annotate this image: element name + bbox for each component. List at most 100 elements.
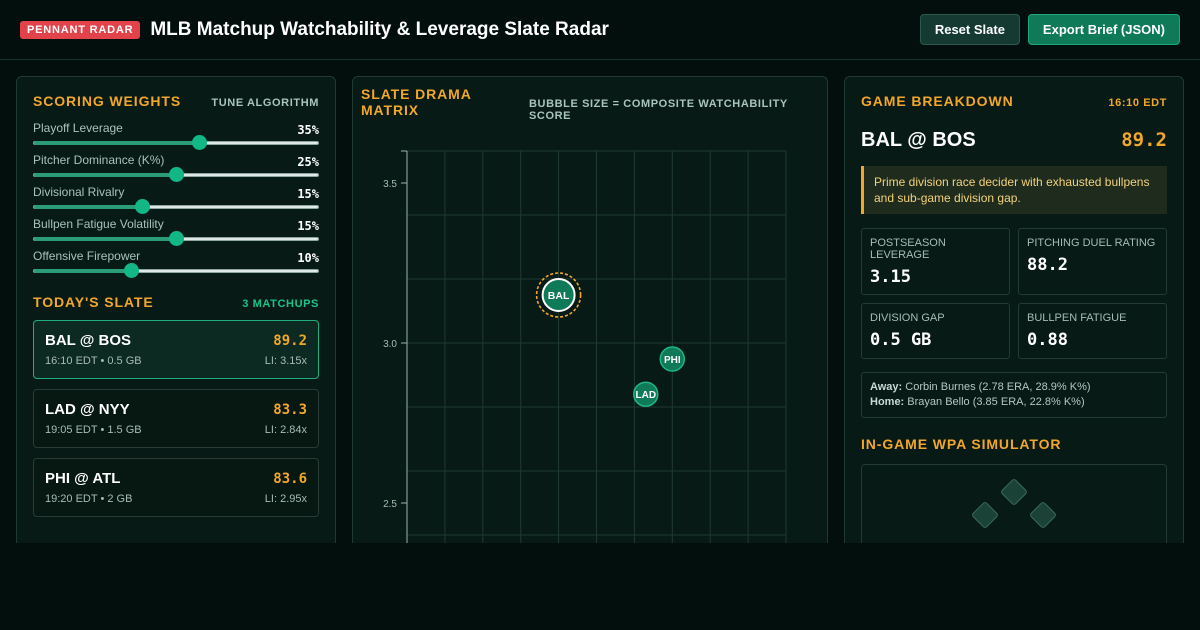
card-score: 89.2 <box>273 333 307 349</box>
weight-value: 15% <box>297 187 319 201</box>
wpa-simulator <box>861 464 1167 546</box>
second-base-toggle[interactable] <box>999 477 1029 507</box>
weight-slider-row: Pitcher Dominance (K%) 25% <box>33 153 319 182</box>
bubble-bal <box>541 278 576 312</box>
weight-value: 25% <box>297 155 319 169</box>
away-pitcher: Away: Corbin Burnes (2.78 ERA, 28.9% K%) <box>870 381 1091 393</box>
weight-slider-fill <box>34 269 131 273</box>
right-panel: GAME BREAKDOWN 16:10 EDT BAL @ BOS 89.2 … <box>844 76 1184 546</box>
header-actions: Reset Slate Export Brief (JSON) <box>919 14 1180 45</box>
wpa-title: IN-GAME WPA SIMULATOR <box>861 436 1062 452</box>
card-score: 83.3 <box>273 402 307 418</box>
breakdown-header: GAME BREAKDOWN 16:10 EDT <box>861 93 1167 109</box>
weight-label: Playoff Leverage <box>33 121 123 135</box>
first-base-toggle[interactable] <box>1028 500 1058 530</box>
matrix-subtitle: BUBBLE SIZE = COMPOSITE WATCHABILITY SCO… <box>529 98 788 122</box>
weight-slider-track[interactable] <box>33 263 319 278</box>
matchup-count: 3 MATCHUPS <box>242 298 319 310</box>
pitchers-box: Away: Corbin Burnes (2.78 ERA, 28.9% K%)… <box>861 372 1167 418</box>
stat-card: DIVISION GAP 0.5 GB <box>861 303 1010 359</box>
weight-slider-fill <box>34 237 176 241</box>
stat-value: 0.88 <box>1027 330 1068 350</box>
stat-card: BULLPEN FATIGUE 0.88 <box>1018 303 1167 359</box>
weights-title: SCORING WEIGHTS <box>33 93 182 109</box>
drama-matrix-chart: 3.5 3.0 2.5 BAL PHI LAD <box>383 150 787 546</box>
weights-header: SCORING WEIGHTS TUNE ALGORITHM <box>33 93 319 109</box>
matrix-header: SLATE DRAMA MATRIX BUBBLE SIZE = COMPOSI… <box>361 86 821 122</box>
weight-slider-row: Playoff Leverage 35% <box>33 121 319 150</box>
weight-slider-thumb[interactable] <box>134 199 150 214</box>
stat-label: PITCHING DUEL RATING <box>1027 237 1156 249</box>
bubble-label: BAL <box>548 290 570 302</box>
slate-card[interactable]: BAL @ BOS 89.2 16:10 EDT • 0.5 GB LI: 3.15x <box>33 320 319 379</box>
stat-label: BULLPEN FATIGUE <box>1027 312 1127 324</box>
third-base-toggle[interactable] <box>970 500 1000 530</box>
weight-slider-thumb[interactable] <box>123 263 139 278</box>
card-leverage: LI: 2.95x <box>264 493 307 505</box>
stat-card: POSTSEASON LEVERAGE 3.15 <box>861 228 1010 295</box>
weight-slider-row: Offensive Firepower 10% <box>33 249 319 278</box>
weight-slider-fill <box>34 141 199 145</box>
breakdown-teams: BAL @ BOS <box>861 129 976 151</box>
weight-slider-thumb[interactable] <box>191 135 207 150</box>
weight-slider-thumb[interactable] <box>169 167 184 182</box>
weight-slider-track[interactable] <box>33 231 319 246</box>
export-brief-button[interactable]: Export Brief (JSON) <box>1027 14 1180 45</box>
bubble-label: LAD <box>635 390 656 401</box>
app-title: MLB Matchup Watchability & Leverage Slat… <box>150 18 609 40</box>
stat-label: POSTSEASON LEVERAGE <box>870 237 946 261</box>
weights-list: Playoff Leverage 35% Pitcher Dominance (K%… <box>33 121 319 278</box>
matrix-title: SLATE DRAMA MATRIX <box>361 86 472 118</box>
card-teams: PHI @ ATL <box>45 470 121 487</box>
stat-grid: POSTSEASON LEVERAGE 3.15 PITCHING DUEL RAT… <box>861 228 1167 359</box>
stat-value: 0.5 GB <box>870 330 932 350</box>
weight-slider-row: Bullpen Fatigue Volatility 15% <box>33 217 319 246</box>
weight-slider-track[interactable] <box>33 135 319 150</box>
card-score: 83.6 <box>273 471 307 487</box>
y-tick-label: 3.5 <box>383 179 397 190</box>
card-meta: 19:05 EDT • 1.5 GB <box>45 424 142 436</box>
weight-slider-fill <box>34 205 142 209</box>
brand-badge: PENNANT RADAR <box>20 20 141 39</box>
bubble-phi <box>659 346 686 372</box>
slate-title: TODAY'S SLATE <box>33 294 154 310</box>
weight-value: 35% <box>297 123 319 137</box>
top-bar: PENNANT RADAR MLB Matchup Watchability &… <box>0 0 1200 60</box>
weight-label: Divisional Rivalry <box>33 185 125 199</box>
weight-label: Offensive Firepower <box>33 249 141 263</box>
card-leverage: LI: 3.15x <box>264 355 307 367</box>
breakdown-score: 89.2 <box>1121 129 1167 151</box>
slate-header: TODAY'S SLATE 3 MATCHUPS <box>33 294 319 310</box>
bubble-lad <box>633 381 659 407</box>
weight-label: Bullpen Fatigue Volatility <box>33 217 164 231</box>
weight-slider-track[interactable] <box>33 167 319 182</box>
card-meta: 16:10 EDT • 0.5 GB <box>45 355 142 367</box>
weight-slider-row: Divisional Rivalry 15% <box>33 185 319 214</box>
weight-slider-thumb[interactable] <box>169 231 184 246</box>
card-meta: 19:20 EDT • 2 GB <box>45 493 133 505</box>
tune-algorithm-link[interactable]: TUNE ALGORITHM <box>211 97 319 109</box>
weight-label: Pitcher Dominance (K%) <box>33 153 165 167</box>
wpa-header: IN-GAME WPA SIMULATOR <box>861 436 1167 452</box>
stat-value: 88.2 <box>1027 255 1068 275</box>
home-pitcher: Home: Brayan Bello (3.85 ERA, 22.8% K%) <box>870 396 1085 408</box>
breakdown-matchup: BAL @ BOS 89.2 <box>861 129 1167 152</box>
weight-value: 15% <box>297 219 319 233</box>
card-leverage: LI: 2.84x <box>264 424 307 436</box>
y-tick-label: 2.5 <box>383 499 397 510</box>
stat-card: PITCHING DUEL RATING 88.2 <box>1018 228 1167 295</box>
reset-slate-button[interactable]: Reset Slate <box>919 14 1020 45</box>
slate-card[interactable]: LAD @ NYY 83.3 19:05 EDT • 1.5 GB LI: 2.84x <box>33 389 319 448</box>
slate-list: BAL @ BOS 89.2 16:10 EDT • 0.5 GB LI: 3.15x… <box>33 320 319 517</box>
matrix-panel: SLATE DRAMA MATRIX BUBBLE SIZE = COMPOSI… <box>352 76 828 546</box>
bubble-label: PHI <box>664 355 681 366</box>
slate-card[interactable]: PHI @ ATL 83.6 19:20 EDT • 2 GB LI: 2.95x <box>33 458 319 517</box>
viewport-cutoff <box>0 543 1200 630</box>
stat-value: 3.15 <box>870 267 911 287</box>
weight-slider-track[interactable] <box>33 199 319 214</box>
breakdown-note: Prime division race decider with exhaust… <box>861 166 1167 214</box>
y-tick-label: 3.0 <box>383 339 397 350</box>
breakdown-title: GAME BREAKDOWN <box>861 93 1014 109</box>
card-teams: LAD @ NYY <box>45 401 130 418</box>
breakdown-time: 16:10 EDT <box>1108 97 1167 109</box>
